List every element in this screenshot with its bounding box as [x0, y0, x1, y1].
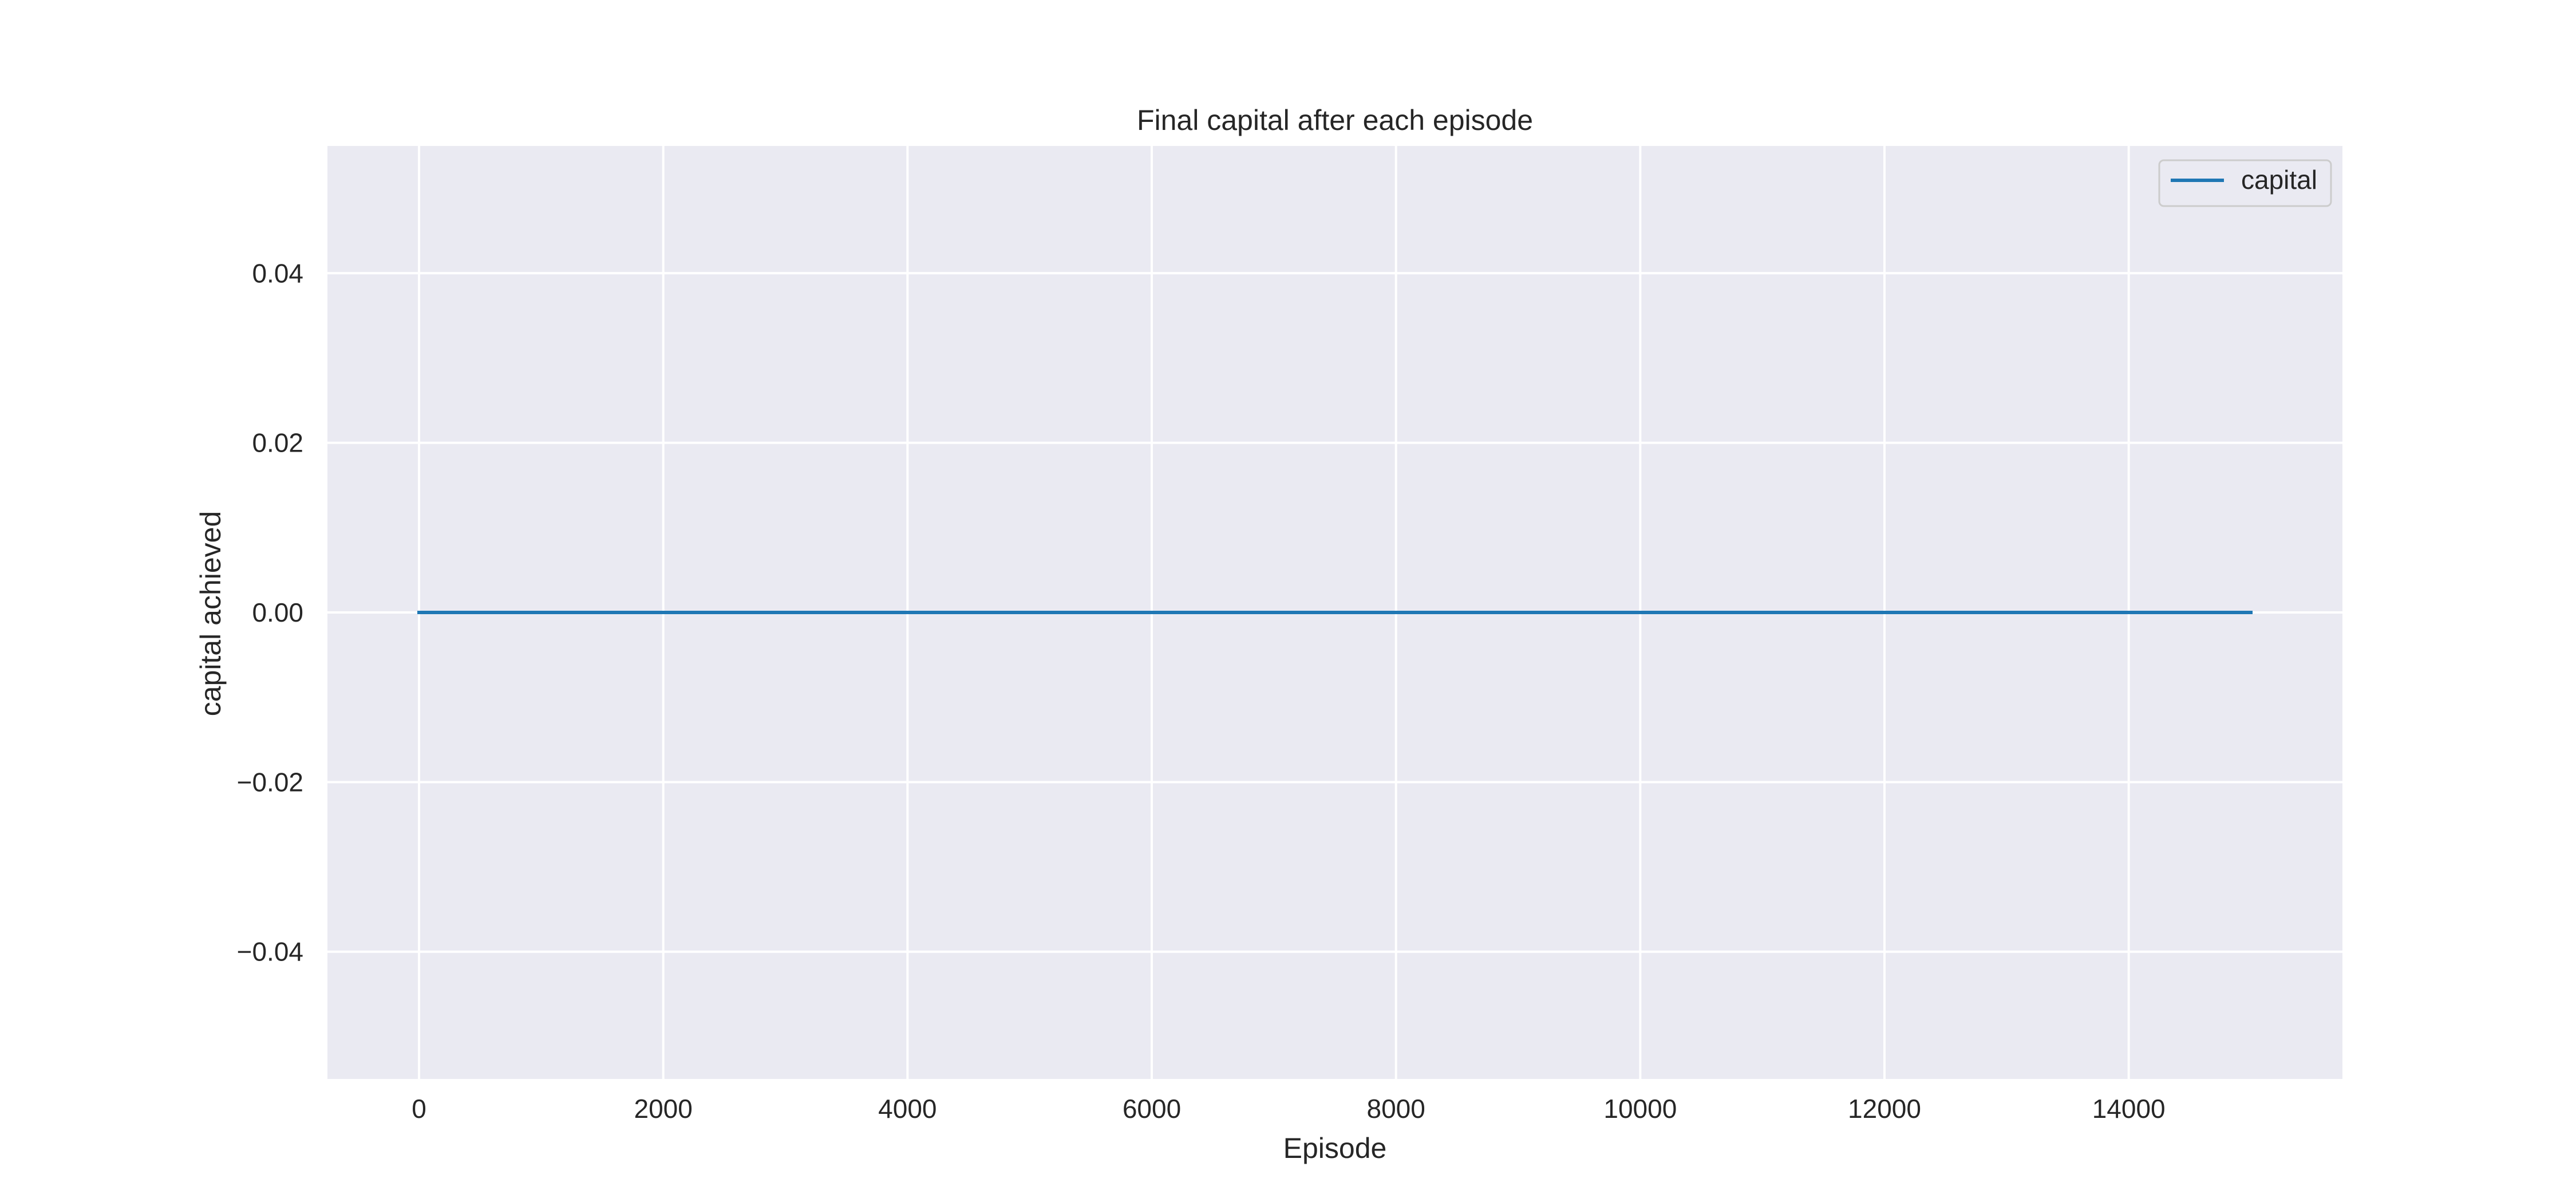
- y-tick-label: 0.04: [252, 258, 303, 288]
- x-tick-label: 0: [412, 1094, 426, 1124]
- y-axis-title: capital achieved: [195, 511, 227, 717]
- y-tick-label: 0.02: [252, 428, 303, 458]
- legend-box: [2158, 159, 2332, 207]
- x-tick-label: 12000: [1848, 1094, 1921, 1124]
- chart-title: Final capital after each episode: [1137, 104, 1533, 136]
- y-tick-label: −0.02: [237, 767, 303, 797]
- x-tick-labels: 0 2000 4000 6000 8000 10000 12000 14000: [412, 1094, 2165, 1124]
- x-tick-label: 6000: [1123, 1094, 1181, 1124]
- legend: capital: [2158, 159, 2332, 207]
- x-tick-label: 8000: [1366, 1094, 1425, 1124]
- y-tick-label: −0.04: [237, 937, 303, 967]
- x-tick-label: 14000: [2092, 1094, 2166, 1124]
- legend-label-capital: capital: [2241, 165, 2317, 195]
- y-tick-labels: 0.04 0.02 0.00 −0.02 −0.04: [237, 258, 303, 966]
- x-tick-label: 4000: [878, 1094, 937, 1124]
- x-axis-title: Episode: [1283, 1132, 1387, 1164]
- x-tick-label: 2000: [634, 1094, 692, 1124]
- x-tick-label: 10000: [1603, 1094, 1677, 1124]
- y-tick-label: 0.00: [252, 598, 303, 627]
